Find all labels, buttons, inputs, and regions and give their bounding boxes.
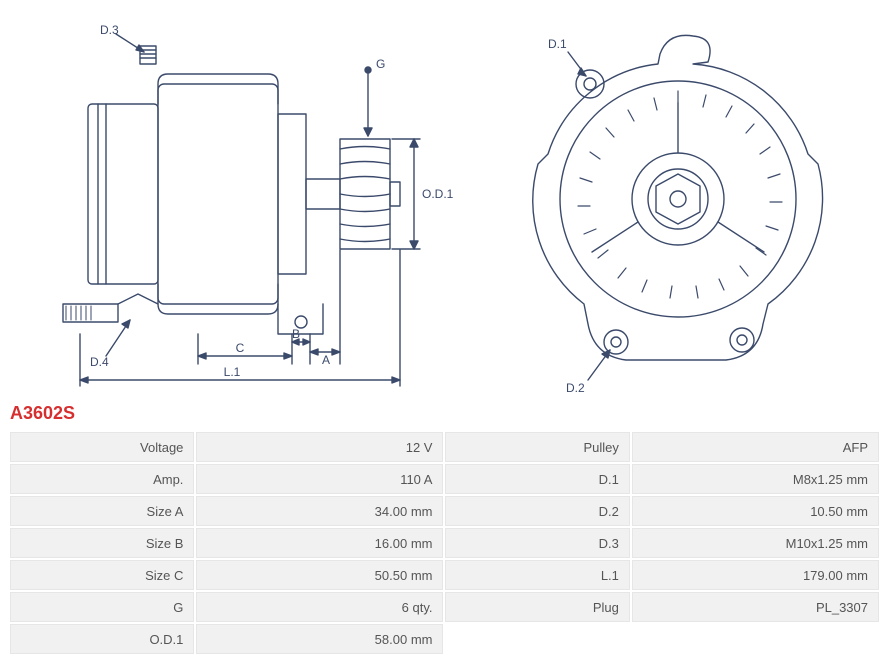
spec-label: O.D.1 <box>10 624 194 654</box>
spec-row: Size A34.00 mmD.210.50 mm <box>10 496 879 526</box>
label-l1: L.1 <box>224 365 241 379</box>
spec-row: Voltage12 VPulleyAFP <box>10 432 879 462</box>
label-d2: D.2 <box>566 381 585 395</box>
spec-value: AFP <box>632 432 879 462</box>
spec-value: 179.00 mm <box>632 560 879 590</box>
spec-label: Size C <box>10 560 194 590</box>
spec-value: 50.50 mm <box>196 560 443 590</box>
spec-value: 34.00 mm <box>196 496 443 526</box>
spec-row: O.D.158.00 mm <box>10 624 879 654</box>
side-view-svg: D.3 D.4 G O.D.1 A B C L.1 <box>8 4 468 399</box>
label-d1: D.1 <box>548 37 567 51</box>
spec-value <box>632 624 879 654</box>
spec-label: Pulley <box>445 432 629 462</box>
spec-label: Size B <box>10 528 194 558</box>
spec-label: Plug <box>445 592 629 622</box>
label-g: G <box>376 57 385 71</box>
spec-table: Voltage12 VPulleyAFPAmp.110 AD.1M8x1.25 … <box>8 430 881 656</box>
spec-value: 6 qty. <box>196 592 443 622</box>
front-view-svg: D.1 D.2 <box>508 4 868 399</box>
spec-value: 10.50 mm <box>632 496 879 526</box>
front-view-drawing: D.1 D.2 <box>508 4 868 404</box>
spec-row: Size C50.50 mmL.1179.00 mm <box>10 560 879 590</box>
spec-label: G <box>10 592 194 622</box>
spec-value: PL_3307 <box>632 592 879 622</box>
spec-value: 58.00 mm <box>196 624 443 654</box>
spec-label: Voltage <box>10 432 194 462</box>
spec-row: Size B16.00 mmD.3M10x1.25 mm <box>10 528 879 558</box>
spec-value: 110 A <box>196 464 443 494</box>
label-od1: O.D.1 <box>422 187 454 201</box>
drawings-row: D.3 D.4 G O.D.1 A B C L.1 <box>8 4 881 399</box>
label-b: B <box>292 327 300 341</box>
spec-value: M8x1.25 mm <box>632 464 879 494</box>
spec-label <box>445 624 629 654</box>
side-view-drawing: D.3 D.4 G O.D.1 A B C L.1 <box>8 4 468 404</box>
spec-label: Size A <box>10 496 194 526</box>
spec-value: 12 V <box>196 432 443 462</box>
spec-label: D.1 <box>445 464 629 494</box>
label-d4: D.4 <box>90 355 109 369</box>
spec-row: Amp.110 AD.1M8x1.25 mm <box>10 464 879 494</box>
spec-label: Amp. <box>10 464 194 494</box>
part-number: A3602S <box>10 403 881 424</box>
spec-label: D.3 <box>445 528 629 558</box>
label-c: C <box>236 341 245 355</box>
label-d3: D.3 <box>100 23 119 37</box>
spec-value: M10x1.25 mm <box>632 528 879 558</box>
spec-label: L.1 <box>445 560 629 590</box>
spec-value: 16.00 mm <box>196 528 443 558</box>
label-a: A <box>322 353 330 367</box>
spec-label: D.2 <box>445 496 629 526</box>
spec-row: G6 qty.PlugPL_3307 <box>10 592 879 622</box>
